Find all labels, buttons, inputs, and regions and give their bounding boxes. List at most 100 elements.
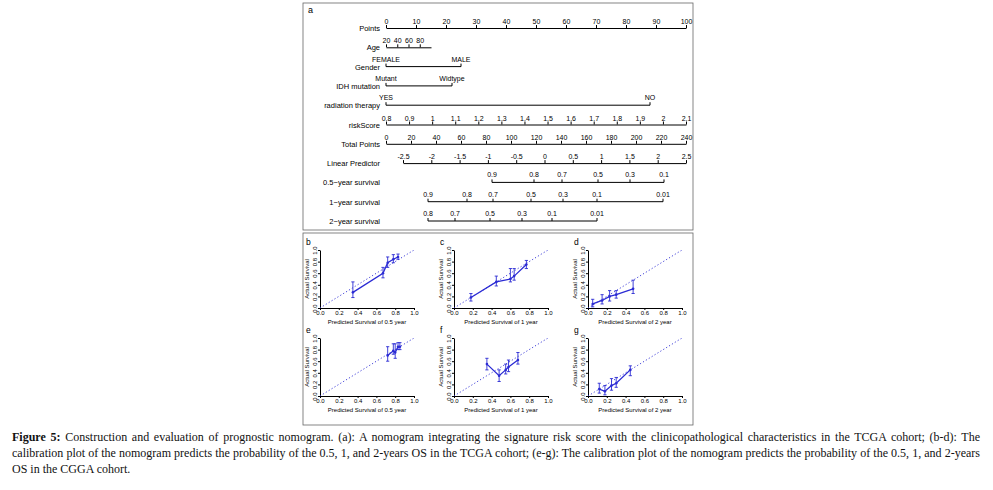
tick-label: 0.1 <box>592 191 602 198</box>
tick: 2 <box>661 115 665 125</box>
tick-mark <box>562 179 563 182</box>
panel-label: d <box>574 237 579 247</box>
tick: 0 <box>385 18 389 28</box>
tick-mark <box>452 338 454 339</box>
point <box>486 363 489 366</box>
tick-label: 40 <box>394 37 402 44</box>
tick-label: 60 <box>458 134 466 141</box>
plot-area <box>320 338 414 396</box>
tick-label: 0.4 <box>354 398 363 404</box>
tick-label: 20 <box>408 134 416 141</box>
tick-mark <box>452 350 454 351</box>
tick: 0.0 <box>584 396 593 404</box>
tick: 20 <box>443 18 451 28</box>
plot-area <box>454 250 548 308</box>
tick-mark <box>636 141 637 144</box>
tick-mark <box>586 396 588 397</box>
tick: 0 <box>385 134 389 144</box>
tick: 0.6 <box>641 396 650 404</box>
tick: 80 <box>416 37 424 47</box>
tick: 1.0 <box>580 334 589 343</box>
tick-mark <box>476 25 477 28</box>
error-bar <box>469 294 472 302</box>
tick: 0.8 <box>446 345 455 354</box>
panel-frame <box>303 3 693 230</box>
error-bar <box>485 358 488 370</box>
tick-mark <box>452 308 454 309</box>
tick: 0.0 <box>446 392 455 401</box>
tick: 90 <box>653 18 661 28</box>
tick: 40 <box>503 18 511 28</box>
tick-mark <box>586 338 588 339</box>
tick-label: 1.0 <box>580 246 586 255</box>
reference-line <box>454 250 548 308</box>
tick: 0.8 <box>526 396 535 404</box>
tick-label: 220 <box>656 134 668 141</box>
row-label: Age <box>367 43 380 52</box>
tick-label: 0.0 <box>446 304 452 313</box>
tick: 0.2 <box>335 396 344 404</box>
point <box>382 272 385 275</box>
tick-label: 1.1 <box>451 115 461 122</box>
tick: 50 <box>533 18 541 28</box>
tick-mark <box>586 373 588 374</box>
calibration-line <box>487 360 518 376</box>
tick: 0.6 <box>446 269 455 278</box>
y-axis-title: Actual Survival <box>438 259 444 299</box>
point <box>392 258 395 261</box>
x-axis-title: Predicted Survival of 2 year <box>598 319 671 325</box>
tick-label: -1 <box>485 153 491 160</box>
figure: aPoints0102030405060708090100Age20406080… <box>0 0 993 428</box>
tick-label: 0.3 <box>517 210 527 217</box>
tick-mark <box>597 218 598 221</box>
tick-label: 0.6 <box>507 310 516 316</box>
tick-label: 0.2 <box>603 310 612 316</box>
axis-line <box>320 251 321 309</box>
reference-line <box>588 338 682 396</box>
tick-mark <box>586 285 588 286</box>
tick: 1.0 <box>544 308 553 316</box>
caption: Figure 5: Construction and evaluation of… <box>12 429 980 477</box>
tick: 0.0 <box>580 392 589 401</box>
tick-label: 0.6 <box>312 269 318 278</box>
row-label: 0.5−year survival <box>323 178 380 187</box>
tick: 0.6 <box>446 357 455 366</box>
tick-mark <box>493 199 494 202</box>
tick-label: 0.4 <box>488 310 497 316</box>
tick: 0.6 <box>580 269 589 278</box>
tick-label: 80 <box>483 134 491 141</box>
axis-line <box>386 66 461 67</box>
error-bar <box>601 295 604 304</box>
error-bar <box>591 299 594 307</box>
tick-mark <box>640 122 641 125</box>
caption-spacer <box>60 430 65 444</box>
axis-line <box>321 308 415 309</box>
tick-label: 0.4 <box>622 398 631 404</box>
point <box>513 275 516 278</box>
y-axis-title: Actual Survival <box>304 347 310 387</box>
tick-mark <box>516 160 517 163</box>
point <box>591 303 594 306</box>
tick-label: 0.0 <box>580 392 586 401</box>
tick-mark <box>629 160 630 163</box>
tick-label: -2.5 <box>397 153 409 160</box>
tick: 0.6 <box>373 396 382 404</box>
tick-label: 0.8 <box>392 310 401 316</box>
tick-label: 0.8 <box>312 345 318 354</box>
x-axis-title: Predicted Survival of 1 year <box>464 407 537 413</box>
tick-label: -2 <box>429 153 435 160</box>
tick: 0.4 <box>446 280 455 289</box>
tick-label: 1.0 <box>446 334 452 343</box>
tick-mark <box>566 25 567 28</box>
nomogram-axis: YESNO <box>379 94 656 105</box>
tick-label: 1.0 <box>312 334 318 343</box>
tick-mark <box>452 384 454 385</box>
tick-label: 0.4 <box>446 368 452 377</box>
plot-area <box>454 338 548 396</box>
tick-label: 0.0 <box>316 310 325 316</box>
tick: 2 <box>656 153 660 163</box>
error-bar <box>615 377 618 387</box>
tick: -0.5 <box>511 153 523 163</box>
y-axis: 0.00.20.40.60.81.0 <box>580 334 589 401</box>
tick-label: 0.8 <box>446 257 452 266</box>
